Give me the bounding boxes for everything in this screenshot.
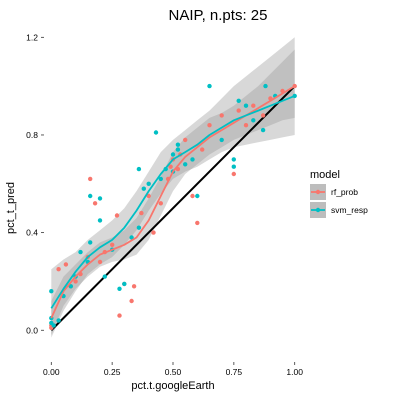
legend: model rf_prob svm_resp [310,169,368,218]
point-rf_prob-2 [56,267,61,272]
legend-label-rf_prob: rf_prob [331,187,358,197]
point-rf_prob-35 [243,123,249,128]
point-rf_prob-36 [251,103,256,108]
point-rf_prob-37 [260,113,266,118]
point-svm_resp-27 [170,152,176,157]
point-svm_resp-30 [183,162,188,167]
point-svm_resp-11 [88,193,93,199]
point-rf_prob-27 [183,137,188,143]
smooth-line-svm_resp [50,95,296,309]
point-rf_prob-12 [110,242,115,247]
y-axis: 0.0 0.4 0.8 1.2 [26,32,44,335]
legend-title: model [310,169,340,181]
point-rf_prob-31 [207,123,212,128]
point-svm_resp-19 [136,225,142,230]
x-axis: 0.00 0.25 0.50 0.75 1.00 [43,362,303,377]
x-tick-label-0: 0.00 [43,367,60,377]
point-svm_resp-18 [129,235,134,240]
x-tick-label-2: 0.50 [165,367,182,377]
point-rf_prob-30 [200,147,205,152]
x-axis-title: pct.t.googleEarth [131,380,214,392]
point-svm_resp-28 [175,142,181,147]
point-rf_prob-32 [219,113,224,118]
smooth-lines [50,85,296,319]
point-svm_resp-20 [136,166,142,172]
point-svm_resp-12 [97,218,103,223]
point-rf_prob-29 [195,220,200,226]
point-rf_prob-10 [97,259,103,265]
point-rf_prob-17 [131,284,137,289]
point-svm_resp-24 [158,176,163,182]
smooth-line-rf_prob [50,85,296,319]
point-svm_resp-37 [236,98,241,104]
point-svm_resp-35 [231,157,236,162]
point-svm_resp-41 [263,83,268,89]
point-svm_resp-38 [243,103,249,108]
y-tick-label-0: 0.0 [26,325,38,335]
point-svm_resp-10 [88,240,93,245]
point-rf_prob-5 [73,279,78,284]
point-rf_prob-14 [117,313,122,318]
reference-line-group [50,85,296,331]
y-tick-label-2: 0.8 [26,130,38,140]
point-rf_prob-3 [63,262,69,267]
point-rf_prob-9 [92,201,98,206]
point-svm_resp-40 [260,127,266,133]
point-svm_resp-3 [51,323,56,328]
point-svm_resp-17 [122,281,127,287]
x-tick-label-1: 0.25 [104,367,121,377]
x-tick-label-3: 0.75 [226,367,243,377]
point-svm_resp-33 [207,83,212,89]
point-svm_resp-16 [117,286,122,291]
point-svm_resp-13 [97,196,103,201]
point-svm_resp-8 [78,249,83,255]
point-svm_resp-39 [251,118,256,123]
point-svm_resp-21 [141,186,146,191]
point-rf_prob-20 [151,230,156,235]
legend-key-point-rf_prob [315,189,321,195]
point-rf_prob-16 [129,298,134,304]
y-axis-title: pct_t_pred [5,182,17,234]
point-rf_prob-18 [139,210,144,216]
legend-key-point-svm_resp [315,207,321,213]
point-svm_resp-32 [195,193,200,199]
y-tick-label-3: 1.2 [26,32,38,42]
legend-label-svm_resp: svm_resp [331,205,368,215]
point-svm_resp-29 [175,147,181,152]
point-svm_resp-14 [102,274,108,279]
point-svm_resp-22 [146,181,151,186]
point-rf_prob-19 [146,193,151,199]
point-rf_prob-23 [168,164,173,169]
point-svm_resp-6 [68,284,74,289]
point-svm_resp-31 [190,157,195,162]
point-rf_prob-21 [158,201,163,206]
point-rf_prob-8 [88,176,93,182]
reference-line [50,85,296,331]
confidence-band-svm_resp [51,37,295,338]
point-rf_prob-28 [190,193,195,199]
point-svm_resp-23 [153,130,159,135]
point-svm_resp-0 [49,289,54,294]
point-rf_prob-33 [231,171,236,177]
point-svm_resp-36 [231,164,236,169]
x-tick-label-4: 1.00 [286,367,303,377]
point-svm_resp-4 [56,318,61,323]
point-rf_prob-34 [236,108,241,113]
point-rf_prob-13 [114,213,120,218]
chart-title: NAIP, n.pts: 25 [169,7,268,24]
point-svm_resp-34 [219,137,224,143]
y-tick-label-1: 0.4 [26,228,38,238]
